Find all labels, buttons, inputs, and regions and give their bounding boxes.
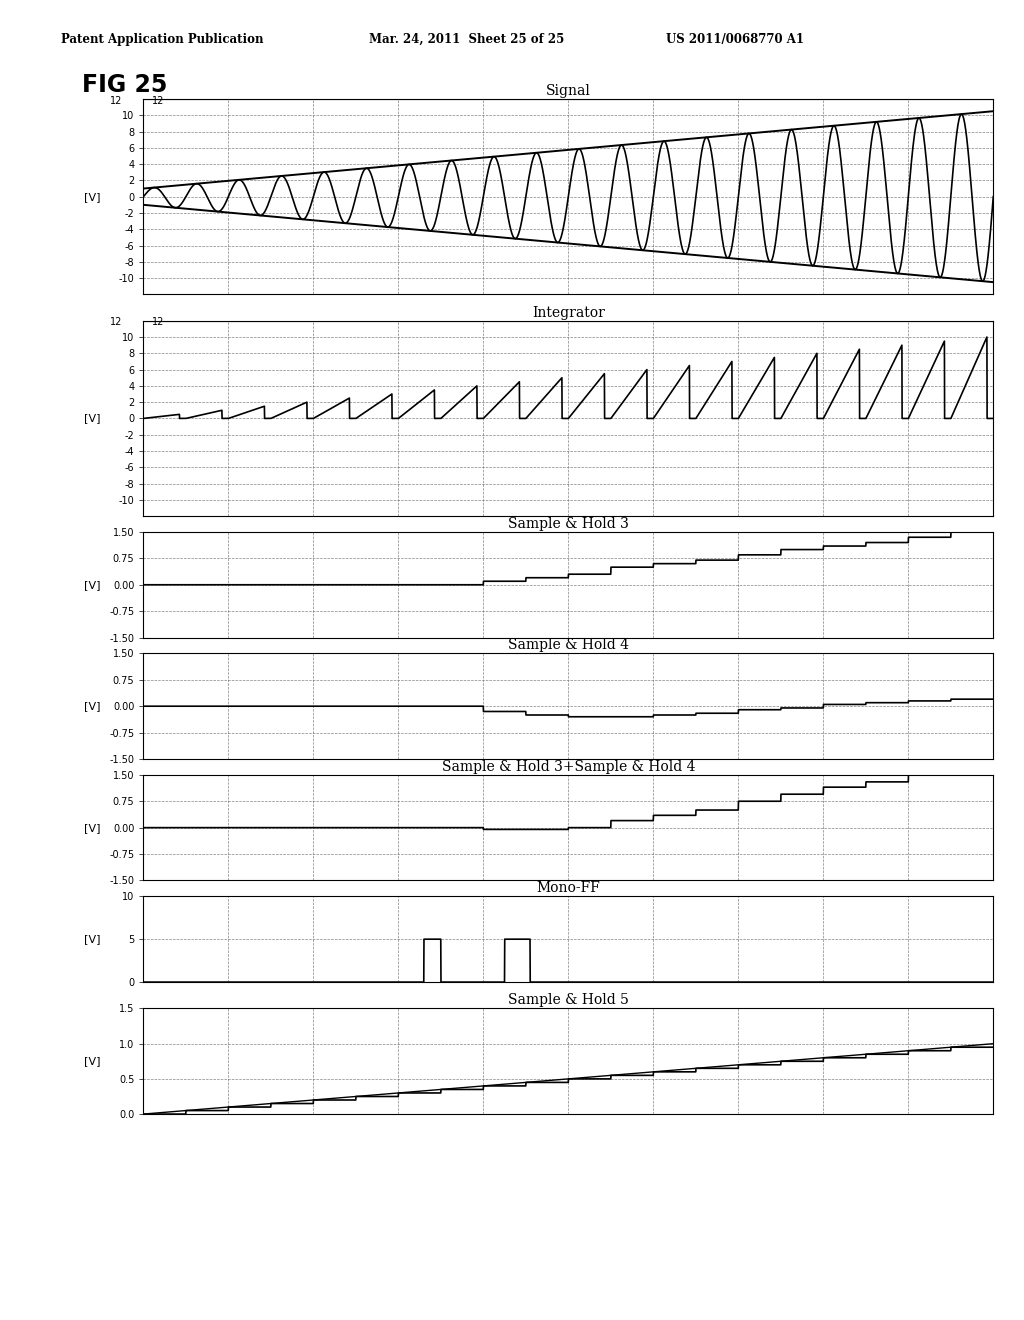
Y-axis label: [V]: [V] — [84, 935, 100, 944]
Text: 12: 12 — [152, 95, 164, 106]
Text: Patent Application Publication: Patent Application Publication — [61, 33, 264, 46]
Title: Signal: Signal — [546, 84, 591, 98]
Text: US 2011/0068770 A1: US 2011/0068770 A1 — [666, 33, 804, 46]
Title: Sample & Hold 5: Sample & Hold 5 — [508, 994, 629, 1007]
Text: Mar. 24, 2011  Sheet 25 of 25: Mar. 24, 2011 Sheet 25 of 25 — [369, 33, 564, 46]
Title: Sample & Hold 4: Sample & Hold 4 — [508, 639, 629, 652]
Title: Sample & Hold 3+Sample & Hold 4: Sample & Hold 3+Sample & Hold 4 — [441, 760, 695, 774]
Y-axis label: [V]: [V] — [84, 822, 100, 833]
Text: FIG 25: FIG 25 — [82, 73, 167, 96]
Text: 12: 12 — [110, 317, 122, 327]
Y-axis label: [V]: [V] — [84, 1056, 100, 1067]
Title: Integrator: Integrator — [531, 306, 605, 319]
Text: 12: 12 — [152, 317, 164, 327]
Y-axis label: [V]: [V] — [84, 191, 100, 202]
Y-axis label: [V]: [V] — [84, 413, 100, 424]
Title: Mono-FF: Mono-FF — [537, 882, 600, 895]
Y-axis label: [V]: [V] — [84, 701, 100, 711]
Y-axis label: [V]: [V] — [84, 579, 100, 590]
Text: 12: 12 — [110, 95, 122, 106]
Title: Sample & Hold 3: Sample & Hold 3 — [508, 517, 629, 531]
